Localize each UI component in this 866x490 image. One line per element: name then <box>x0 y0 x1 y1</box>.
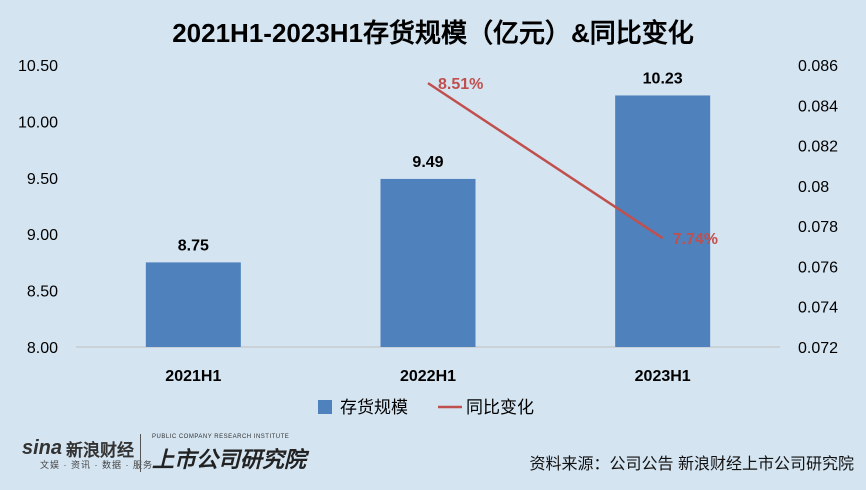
y-right-tick-label: 0.086 <box>798 58 838 75</box>
x-tick-label: 2021H1 <box>165 368 221 385</box>
chart: 2021H1-2023H1存货规模（亿元）&同比变化 8.00 8.50 9.00 9.… <box>18 18 838 417</box>
legend-label-bar: 存货规模 <box>340 398 408 417</box>
y-right-tick-label: 0.074 <box>798 300 838 317</box>
y-left-tick-label: 10.50 <box>18 58 58 75</box>
y-left-tick-label: 8.00 <box>27 340 58 357</box>
y-left-tick-label: 10.00 <box>18 114 58 131</box>
y-left-tick-label: 8.50 <box>27 284 58 301</box>
brand-name: 新浪财经 <box>66 441 135 460</box>
bar-2022H1 <box>380 178 476 347</box>
y-right-tick-label: 0.072 <box>798 340 838 357</box>
bar-value-label: 8.75 <box>178 237 209 254</box>
series-line-yoy <box>427 82 664 240</box>
footer: sina 新浪财经 文娱 · 资讯 · 数据 · 服务 PUBLIC COMPA… <box>0 430 866 490</box>
data-source: 资料来源：公司公告 新浪财经上市公司研究院 <box>529 456 854 473</box>
institute-english-name: PUBLIC COMPANY RESEARCH INSTITUTE <box>152 434 290 440</box>
bar-2021H1 <box>145 262 241 347</box>
bar-value-label: 9.49 <box>412 154 443 171</box>
chart-title: 2021H1-2023H1存货规模（亿元）&同比变化 <box>172 18 694 48</box>
institute-chinese-name: 上市公司研究院 <box>152 447 307 472</box>
x-tick-label: 2022H1 <box>400 368 456 385</box>
brand-subtitle: 文娱 · 资讯 · 数据 · 服务 <box>40 460 153 470</box>
bar-2023H1 <box>615 95 711 348</box>
legend-swatch-bar <box>318 400 332 414</box>
line-value-label: 8.51% <box>438 76 483 93</box>
y-right-tick-label: 0.076 <box>798 259 838 276</box>
y-left-tick-label: 9.00 <box>27 227 58 244</box>
y-right-tick-label: 0.084 <box>798 98 838 115</box>
bar-value-label: 10.23 <box>643 70 683 87</box>
y-right-tick-label: 0.08 <box>798 179 829 196</box>
sina-finance-logo: sina 新浪财经 <box>22 436 134 461</box>
y-left-tick-label: 9.50 <box>27 171 58 188</box>
sina-logo-text: sina <box>22 437 63 459</box>
institute-logo: PUBLIC COMPANY RESEARCH INSTITUTE 上市公司研究… <box>152 434 306 474</box>
y-right-tick-label: 0.078 <box>798 219 838 236</box>
y-right-tick-label: 0.082 <box>798 139 838 156</box>
x-tick-label: 2023H1 <box>635 368 691 385</box>
footer-divider <box>140 434 141 472</box>
line-value-label: 7.74% <box>673 231 718 248</box>
legend-label-line: 同比变化 <box>466 398 534 417</box>
